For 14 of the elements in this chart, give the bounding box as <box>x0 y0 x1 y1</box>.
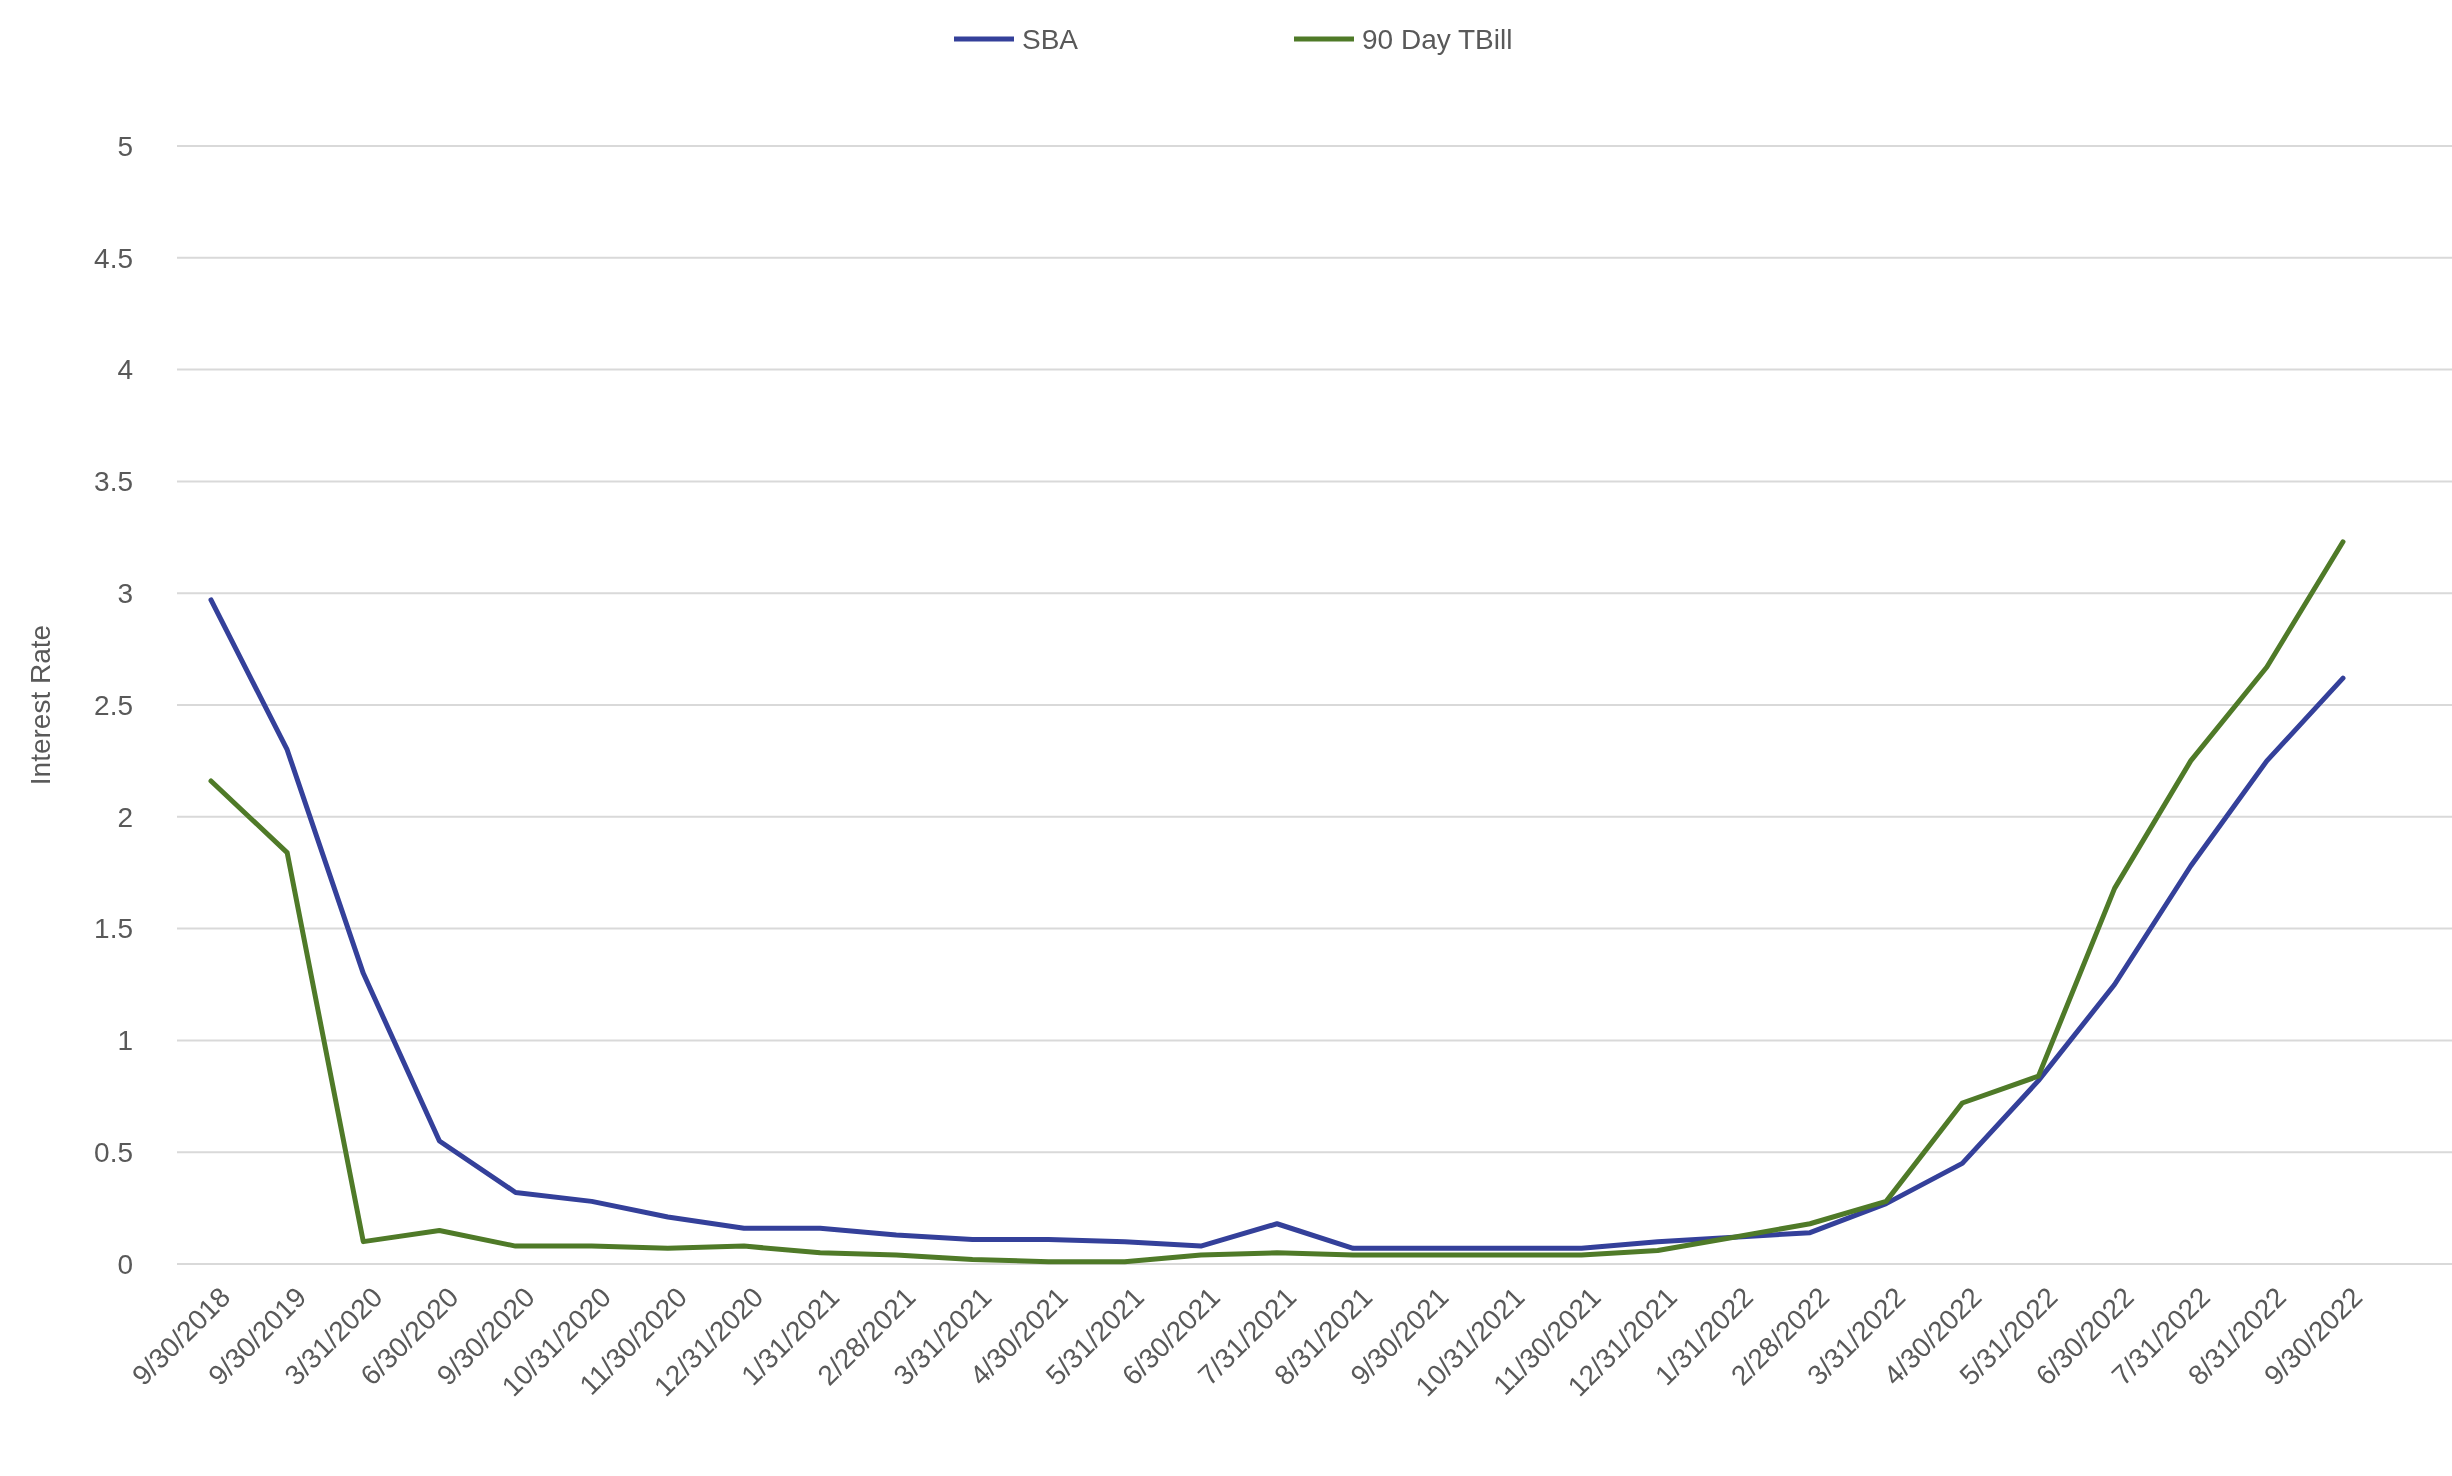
legend-label: SBA <box>1022 23 1079 55</box>
y-tick-label: 0 <box>117 1248 133 1280</box>
y-tick-label: 3.5 <box>94 466 133 498</box>
y-tick-label: 0.5 <box>94 1137 133 1168</box>
y-tick-label: 5 <box>117 130 133 162</box>
y-tick-label: 2 <box>117 801 133 833</box>
y-tick-label: 1.5 <box>94 913 133 945</box>
y-tick-label: 4.5 <box>94 242 133 274</box>
y-tick-label: 1 <box>117 1025 133 1057</box>
legend-label: 90 Day TBill <box>1362 23 1513 55</box>
y-tick-label: 4 <box>117 354 133 386</box>
y-tick-label: 2.5 <box>94 689 133 721</box>
y-axis-title: Interest Rate <box>25 624 56 786</box>
y-tick-label: 3 <box>117 578 133 609</box>
